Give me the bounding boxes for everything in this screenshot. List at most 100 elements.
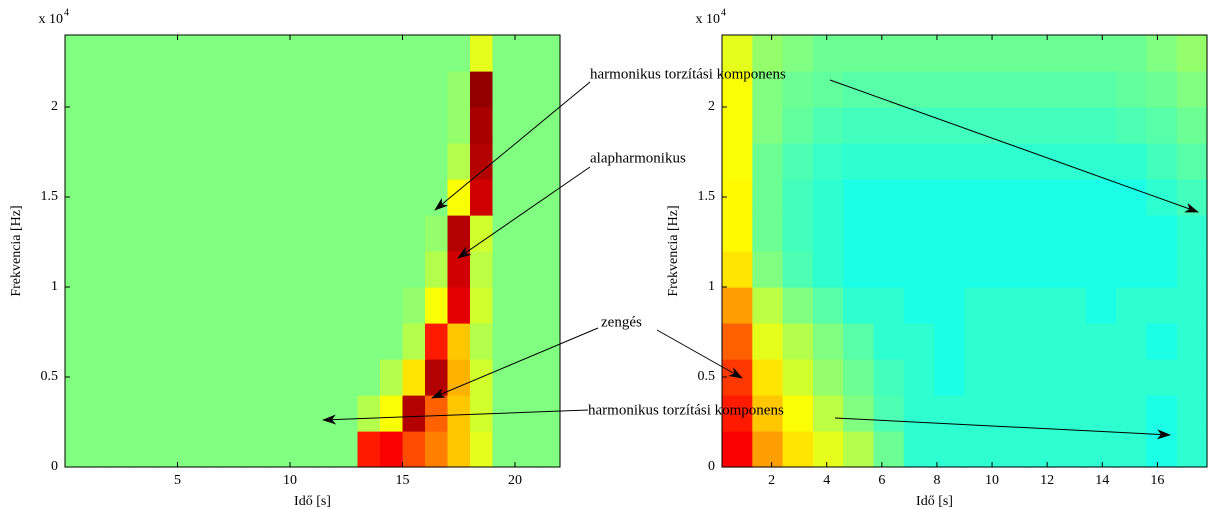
y-axis-label: Frekvencia [Hz] [9,205,24,296]
heatmap-cell [402,179,426,216]
heatmap-cell [447,143,471,180]
heatmap-cell [155,179,179,216]
heatmap-cell [515,35,539,72]
heatmap-cell [335,35,359,72]
heatmap-cell [222,431,246,468]
heatmap-cell [357,287,381,324]
heatmap-cell [934,251,966,288]
heatmap-cell [65,359,89,396]
heatmap-cell [380,143,404,180]
heatmap-cell [812,359,844,396]
heatmap-cell [1085,179,1117,216]
heatmap-cell [177,395,201,432]
x-axis-label: Idő [s] [294,494,331,509]
heatmap-cell [222,287,246,324]
heatmap-cell [447,395,471,432]
heatmap-cell [1085,395,1117,432]
heatmap-cell [110,395,134,432]
heatmap-cell [425,323,449,360]
heatmap-cell [1176,35,1208,72]
annotation: zengés [601,314,642,330]
heatmap-cell [1116,35,1147,72]
heatmap-cell [447,323,471,360]
heatmap-cell [812,215,844,252]
heatmap-cell [492,179,516,216]
heatmap-cell [65,215,89,252]
heatmap-cell [1085,71,1117,108]
heatmap-cell [537,287,561,324]
heatmap-cell [110,431,134,468]
heatmap-cell [155,215,179,252]
heatmap-cell [1116,431,1147,468]
heatmap-cell [515,431,539,468]
heatmap-cell [934,395,966,432]
heatmap-cell [515,107,539,144]
x-tick-label: 16 [1150,473,1164,488]
heatmap-cell [1146,287,1178,324]
heatmap-cell [402,107,426,144]
heatmap-cell [267,71,291,108]
heatmap-cell [843,251,875,288]
heatmap-cell [470,107,494,144]
heatmap-cell [132,251,156,288]
heatmap-cell [964,215,996,252]
x-tick-label: 12 [1040,473,1054,488]
heatmap-cell [752,431,784,468]
heatmap-cell [782,251,814,288]
heatmap-cell [335,143,359,180]
heatmap-cell [1146,179,1178,216]
heatmap-cell [537,395,561,432]
y-tick-label: 0 [708,459,715,474]
heatmap-cell [312,35,336,72]
heatmap-cell [903,179,935,216]
heatmap-cell [177,251,201,288]
heatmap-cell [1176,359,1208,396]
heatmap-cell [752,251,784,288]
heatmap-cell [994,35,1026,72]
heatmap-cell [1146,35,1178,72]
heatmap-cell [1025,287,1057,324]
heatmap-cell [903,215,935,252]
heatmap-cell [1025,71,1057,108]
heatmap-cell [425,215,449,252]
heatmap-cell [447,71,471,108]
heatmap-cell [155,251,179,288]
heatmap-cell [447,431,471,468]
heatmap-cell [110,251,134,288]
heatmap-cell [65,251,89,288]
heatmap-cell [200,71,224,108]
heatmap-cell [1116,287,1147,324]
heatmap-cell [1176,323,1208,360]
heatmap-cell [200,179,224,216]
heatmap-cell [222,143,246,180]
heatmap-cell [843,143,875,180]
heatmap-cell [1116,395,1147,432]
annotation: alapharmonikus [590,150,686,166]
heatmap-cell [934,359,966,396]
heatmap-cell [245,179,269,216]
heatmap-cell [1025,35,1057,72]
heatmap-cell [1085,323,1117,360]
heatmap-cell [843,431,875,468]
heatmap-cell [65,323,89,360]
heatmap-cell [132,35,156,72]
heatmap-cell [964,179,996,216]
heatmap-cell [812,179,844,216]
heatmap-cell [357,35,381,72]
heatmap-cell [110,359,134,396]
heatmap-cell [380,179,404,216]
heatmap-cell [312,215,336,252]
heatmap-cell [267,143,291,180]
heatmap-cell [1025,179,1057,216]
heatmap-cell [267,35,291,72]
heatmap-cell [964,71,996,108]
heatmap-cell [1116,251,1147,288]
heatmap-cell [335,71,359,108]
heatmap-cell [132,143,156,180]
heatmap-cell [1085,287,1117,324]
heatmap-cell [994,143,1026,180]
annotation-arrow [656,329,743,379]
heatmap-cell [200,287,224,324]
heatmap-cell [335,107,359,144]
heatmap-cell [245,395,269,432]
